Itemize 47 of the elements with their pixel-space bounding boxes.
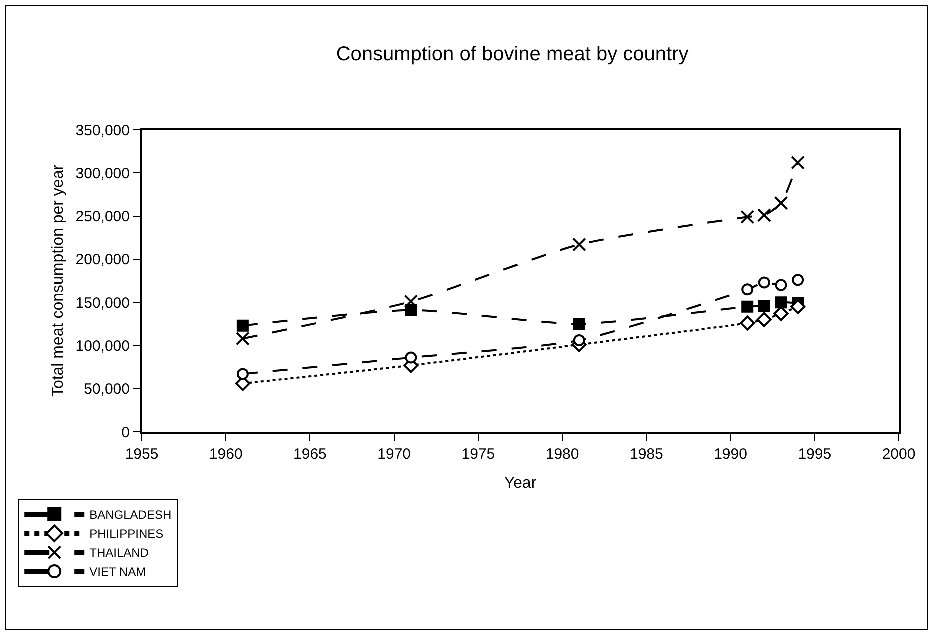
x-tick-label: 1990 xyxy=(714,446,748,463)
chart-title: Consumption of bovine meat by country xyxy=(336,43,689,66)
point xyxy=(742,284,754,296)
y-tick-label: 200,000 xyxy=(76,252,130,269)
point xyxy=(236,368,249,380)
point xyxy=(404,294,418,309)
legend-label: VIET NAM xyxy=(90,565,146,580)
x-tick-label: 1975 xyxy=(462,446,496,463)
x-tick-label: 1980 xyxy=(546,446,580,463)
legend-label: BANGLADESH xyxy=(90,508,172,522)
point xyxy=(757,208,772,222)
x-tick-label: 1955 xyxy=(125,446,159,463)
x-tick-label: 2000 xyxy=(882,446,916,463)
y-axis-title: Total meat consumption per year xyxy=(50,164,68,398)
point xyxy=(775,279,788,292)
y-tick-label: 250,000 xyxy=(76,208,130,226)
point xyxy=(236,320,249,332)
point xyxy=(740,316,756,331)
point xyxy=(573,334,586,347)
point xyxy=(758,300,770,312)
y-tick-label: 0 xyxy=(122,424,130,442)
y-tick-label: 350,000 xyxy=(76,122,130,140)
point xyxy=(791,156,806,170)
point xyxy=(405,304,418,316)
legend-label: THAILAND xyxy=(90,546,150,560)
y-tick-label: 100,000 xyxy=(76,338,130,355)
point xyxy=(756,312,772,328)
point xyxy=(792,274,804,286)
x-tick-label: 1970 xyxy=(378,446,412,463)
point xyxy=(774,196,788,210)
x-axis-title: Year xyxy=(504,475,538,492)
x-tick-label: 1960 xyxy=(209,446,243,463)
point xyxy=(775,296,788,309)
point xyxy=(405,352,418,364)
y-tick-label: 50,000 xyxy=(84,381,130,398)
point xyxy=(758,276,770,289)
y-tick-label: 150,000 xyxy=(76,294,130,312)
point xyxy=(573,318,586,330)
point xyxy=(236,332,250,346)
point xyxy=(572,238,586,252)
legend-label: PHILIPPINES xyxy=(90,527,164,542)
x-tick-label: 1995 xyxy=(798,446,832,463)
y-tick-label: 300,000 xyxy=(76,165,130,182)
x-tick-label: 1965 xyxy=(294,446,327,463)
x-tick-label: 1985 xyxy=(630,446,664,463)
point xyxy=(740,210,755,224)
point xyxy=(742,300,754,313)
